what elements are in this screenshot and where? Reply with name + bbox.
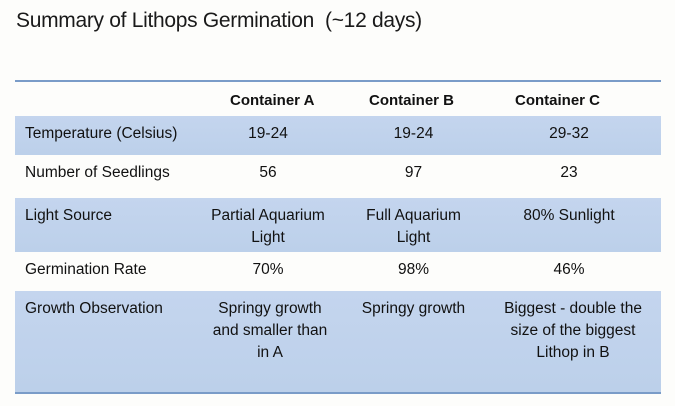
row-label: Number of Seedlings [25, 164, 170, 181]
header-cell-empty [15, 82, 192, 116]
header-cell-container-b: Container B [369, 92, 455, 109]
cell-container-a: Springy growth and smaller than in A [212, 300, 328, 361]
cell-container-b: 98% [397, 261, 430, 278]
cell-container-a: 70% [252, 261, 284, 278]
table-row-growth-observation: Growth Observation Springy growth and sm… [15, 291, 661, 392]
cell-container-a: Partial Aquarium Light [211, 207, 325, 246]
cell-container-b: 19-24 [393, 125, 434, 142]
header-cell-container-c: Container C [515, 92, 601, 109]
cell-container-c: Biggest - double the size of the biggest… [504, 300, 642, 361]
page-title: Summary of Lithops Germination (~12 days… [16, 9, 422, 32]
cell-container-c: 23 [560, 164, 578, 181]
cell-container-a: 19-24 [248, 125, 288, 142]
cell-container-a: 56 [259, 164, 277, 181]
table-row-germination-rate: Germination Rate 70% 98% 46% [15, 252, 661, 291]
cell-container-c: 80% Sunlight [523, 207, 615, 224]
row-label: Temperature (Celsius) [25, 125, 178, 142]
table-row-temperature: Temperature (Celsius) 19-24 19-24 29-32 [15, 116, 661, 155]
cell-container-c: 46% [553, 261, 585, 278]
cell-container-b: 97 [404, 164, 423, 181]
cell-container-b: Springy growth [361, 300, 466, 317]
row-label: Light Source [25, 207, 113, 224]
header-cell-container-a: Container A [230, 92, 315, 109]
summary-table: Container A Container B Container C Temp… [15, 80, 661, 394]
table-header-row: Container A Container B Container C [15, 82, 661, 116]
cell-container-b: Full Aquarium Light [366, 207, 461, 246]
table-row-light-source: Light Source Partial Aquarium Light Full… [15, 198, 661, 252]
row-label: Growth Observation [25, 300, 163, 317]
cell-container-c: 29-32 [549, 125, 589, 142]
table-row-seedlings: Number of Seedlings 56 97 23 [15, 155, 661, 198]
row-label: Germination Rate [25, 261, 147, 278]
